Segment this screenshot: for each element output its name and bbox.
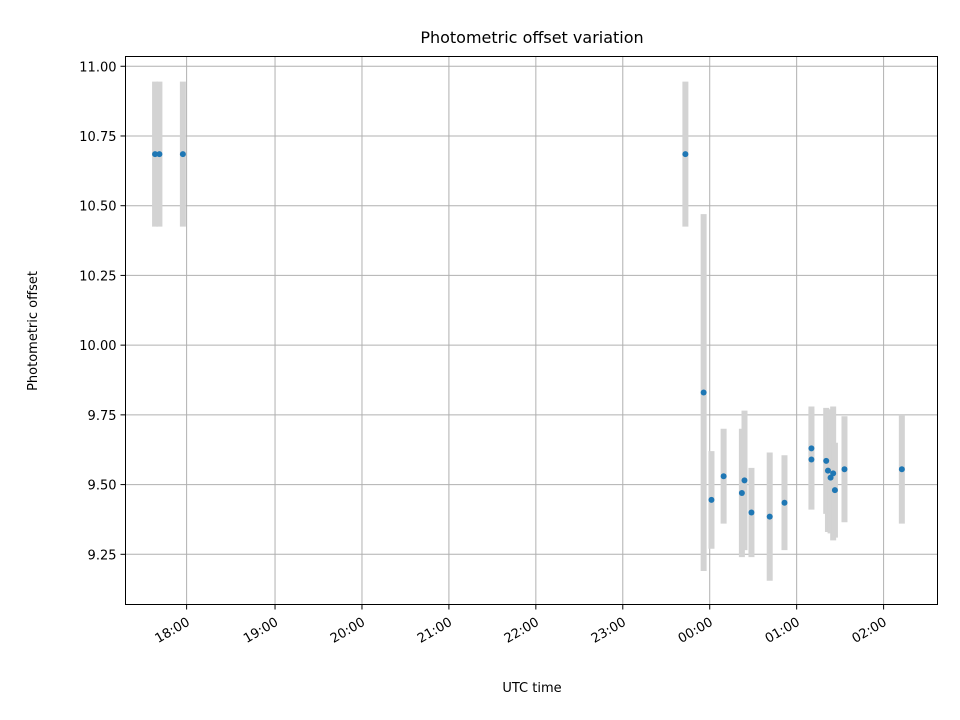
data-point xyxy=(179,151,186,158)
x-axis-label: UTC time xyxy=(502,681,561,696)
x-tick-label: 00:00 xyxy=(676,615,716,647)
y-tick-label: 9.50 xyxy=(88,479,117,494)
plot-frame xyxy=(125,56,938,605)
markers xyxy=(152,151,905,520)
data-point xyxy=(700,389,707,396)
data-point xyxy=(831,487,838,494)
errorbars xyxy=(152,81,905,581)
data-point xyxy=(748,509,755,516)
data-point xyxy=(741,477,748,484)
data-point xyxy=(738,489,745,496)
y-tick-label: 10.50 xyxy=(79,200,116,215)
chart-title: Photometric offset variation xyxy=(420,28,643,47)
y-tick-label: 11.00 xyxy=(79,60,116,75)
x-tick-label: 18:00 xyxy=(153,615,193,647)
data-point xyxy=(808,445,815,452)
x-tick-label: 01:00 xyxy=(763,615,803,647)
grid xyxy=(125,56,938,605)
data-point xyxy=(708,496,715,503)
data-point xyxy=(152,151,159,158)
y-tick-label: 9.75 xyxy=(88,409,117,424)
y-axis: 9.25 9.50 9.75 10.00 10.25 10.50 10.75 11.00 xyxy=(79,60,126,563)
data-point xyxy=(823,457,830,464)
x-tick-label: 20:00 xyxy=(328,615,368,647)
y-tick-label: 9.25 xyxy=(88,548,117,563)
x-tick-label: 23:00 xyxy=(589,615,629,647)
y-tick-label: 10.75 xyxy=(79,130,116,145)
x-axis: 18:00 19:00 20:00 21:00 22:00 23:00 00:00 01:00… xyxy=(153,604,890,647)
data-point xyxy=(766,513,773,520)
data-point xyxy=(682,151,689,158)
data-point xyxy=(156,151,163,158)
data-point xyxy=(808,456,815,463)
data-point xyxy=(720,473,727,480)
x-tick-label: 21:00 xyxy=(415,615,455,647)
data-point xyxy=(898,466,905,473)
y-tick-label: 10.00 xyxy=(79,339,116,354)
data-point xyxy=(824,467,831,474)
data-point xyxy=(830,470,837,477)
y-tick-label: 10.25 xyxy=(79,269,116,284)
data-point xyxy=(781,499,788,506)
x-tick-label: 02:00 xyxy=(850,615,890,647)
y-axis-label: Photometric offset xyxy=(26,271,41,391)
data-point xyxy=(841,466,848,473)
x-tick-label: 22:00 xyxy=(502,615,542,647)
x-tick-label: 19:00 xyxy=(241,615,281,647)
